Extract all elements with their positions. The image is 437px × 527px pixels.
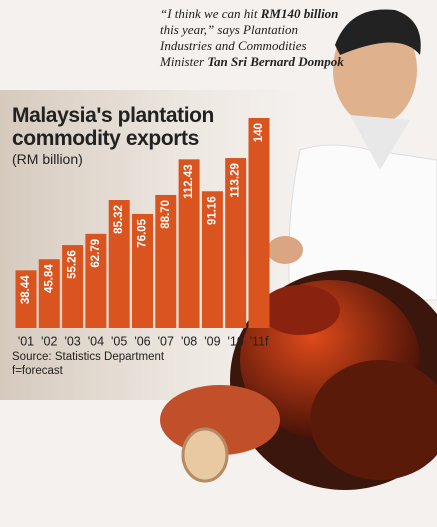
palm-fruit-photo [160, 270, 437, 490]
bar [108, 200, 130, 328]
bar [225, 158, 247, 328]
x-tick-label: '03 [64, 334, 80, 348]
bar [15, 270, 37, 328]
bar [62, 245, 84, 328]
x-tick-label: '05 [111, 334, 127, 348]
quote-run: this year,” says Plantation Industries a… [160, 22, 307, 69]
x-tick-label: '08 [181, 334, 197, 348]
x-tick-label: '06 [134, 334, 150, 348]
x-tick-label: '04 [88, 334, 104, 348]
quote-run: “I think we can hit [160, 6, 261, 21]
value-label: 55.26 [67, 250, 79, 279]
quote-run: Tan Sri Bernard Dompok [207, 54, 344, 69]
x-tick-label: '11f [250, 334, 269, 348]
value-label: 112.43 [183, 164, 195, 199]
quote-run: RM140 billion [260, 6, 339, 21]
value-label: 45.84 [43, 264, 55, 293]
bar [132, 213, 153, 328]
x-tick-label: '07 [158, 334, 174, 348]
chart-subtitle: (RM billion) [12, 151, 83, 167]
value-label: 76.05 [137, 218, 149, 247]
bar [38, 259, 60, 328]
source: Source: Statistics Department [12, 351, 165, 363]
x-tick-label: '09 [204, 334, 220, 348]
bar [248, 118, 270, 328]
chart-title: Malaysia's plantation commodity exports [12, 104, 214, 150]
value-label: 88.70 [160, 200, 172, 229]
value-label: 91.16 [206, 196, 218, 225]
bar [155, 194, 177, 328]
source-note: Source: Statistics Department f=forecast [12, 350, 164, 378]
x-tick-label: '10 [228, 334, 244, 348]
value-label: 140 [253, 123, 265, 142]
footnote: f=forecast [12, 365, 63, 377]
value-label: 62.79 [90, 239, 102, 268]
quote: “I think we can hit RM140 billion this y… [160, 6, 350, 70]
bar [85, 233, 107, 328]
value-label: 38.44 [20, 275, 32, 304]
x-tick-label: '02 [41, 334, 57, 348]
value-label: 113.29 [230, 163, 242, 198]
x-tick-label: '01 [18, 334, 34, 348]
bar [201, 191, 223, 328]
value-label: 85.32 [113, 205, 125, 234]
bar [178, 159, 200, 328]
